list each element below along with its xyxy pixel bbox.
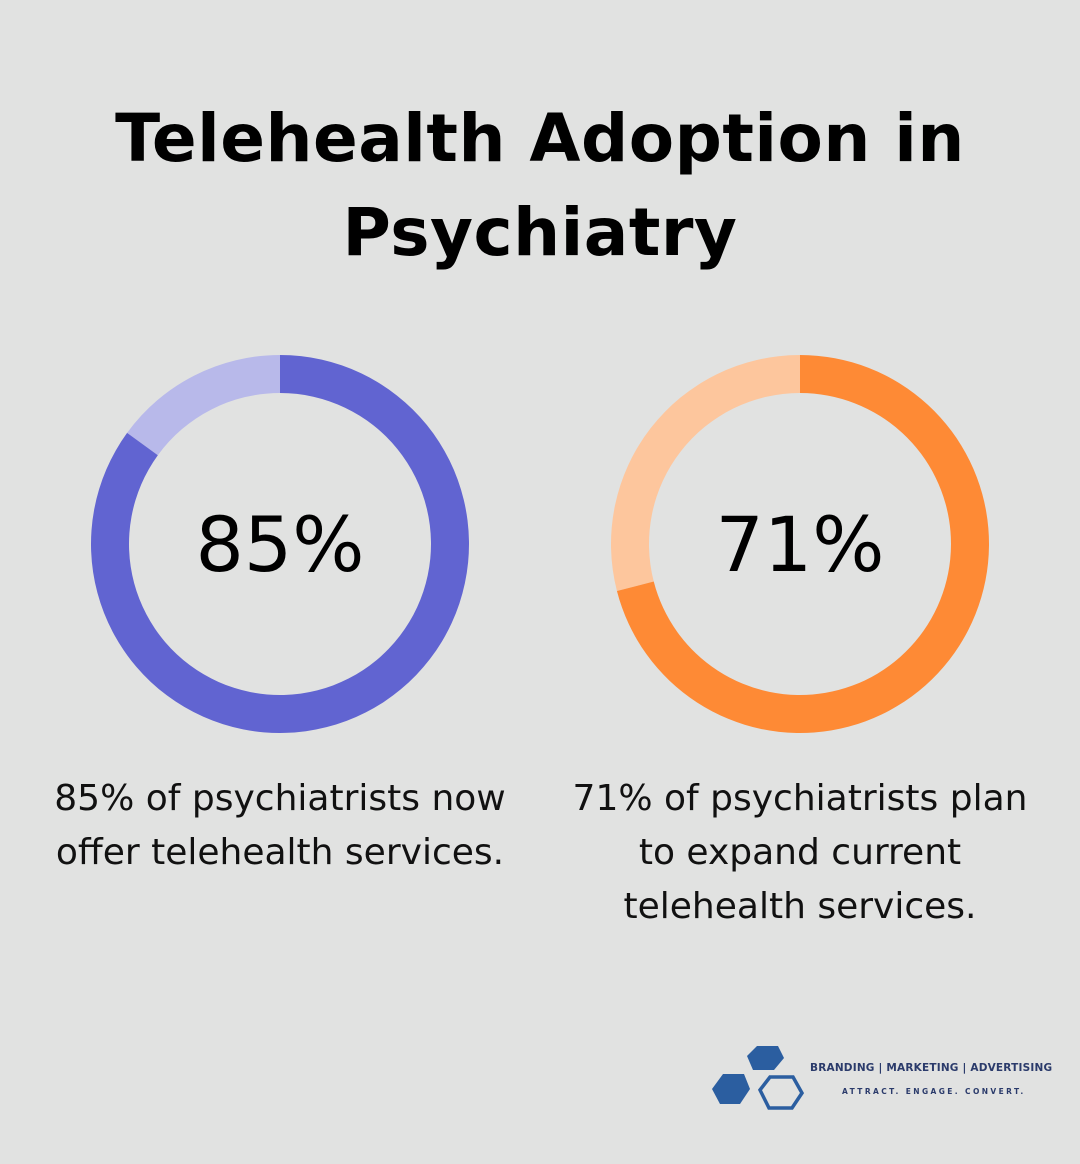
- donut-svg-85: [91, 355, 469, 733]
- donut-71-remainder-segment: [611, 355, 800, 592]
- donut-71-percent-label: 71%: [715, 499, 885, 589]
- page-title: Telehealth Adoption in Psychiatry: [0, 92, 1080, 280]
- donut-chart-71: 71%: [611, 355, 989, 733]
- logo-hexagon-outline: [757, 1075, 805, 1110]
- title-line-2: Psychiatry: [342, 194, 738, 271]
- logo-hexagon-left: [712, 1074, 750, 1104]
- logo-hexagon-top: [747, 1046, 784, 1070]
- brand-logo: BRANDING | MARKETING | ADVERTISING ATTRA…: [708, 1044, 1052, 1124]
- logo-tagline: BRANDING | MARKETING | ADVERTISING: [810, 1062, 1053, 1074]
- donut-85-percent-label: 85%: [195, 499, 365, 589]
- donut-chart-85: 85%: [91, 355, 469, 733]
- donut-85-remainder-segment: [127, 355, 280, 456]
- donut-svg-71: [611, 355, 989, 733]
- hexagon-logo-icon: [712, 1046, 805, 1110]
- title-line-1: Telehealth Adoption in: [115, 100, 965, 177]
- logo-slogan: ATTRACT. ENGAGE. CONVERT.: [842, 1087, 1026, 1096]
- caption-85: 85% of psychiatrists now offer telehealt…: [54, 778, 506, 873]
- caption-71: 71% of psychiatrists plan to expand curr…: [572, 778, 1028, 927]
